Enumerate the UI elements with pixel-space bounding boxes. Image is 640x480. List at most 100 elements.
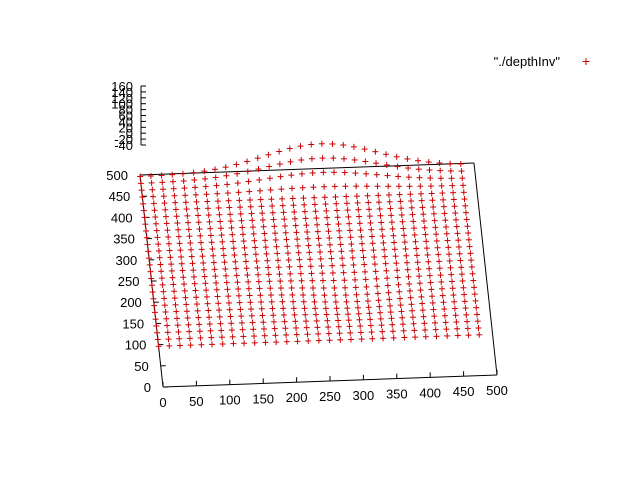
data-point [160, 193, 167, 200]
data-point [388, 212, 395, 219]
legend: "./depthInv" + [494, 53, 590, 69]
data-point [319, 277, 326, 284]
data-point [374, 290, 381, 297]
data-point [208, 239, 215, 246]
data-point [435, 251, 442, 258]
data-point [161, 302, 168, 309]
data-point [172, 206, 179, 213]
data-point [387, 302, 394, 309]
data-point [240, 231, 246, 238]
data-point [233, 272, 240, 279]
z-tick-label: 160 [111, 79, 133, 94]
data-point [239, 224, 246, 231]
data-point [419, 307, 426, 314]
data-point [237, 204, 244, 211]
data-point [315, 330, 322, 337]
data-point [308, 270, 315, 277]
data-point [300, 292, 307, 299]
data-point [408, 204, 415, 211]
data-point [273, 243, 280, 250]
data-point [428, 190, 435, 197]
data-point [188, 246, 195, 253]
data-point [237, 210, 244, 217]
data-point [311, 201, 318, 208]
data-point [300, 298, 307, 305]
data-point [447, 264, 454, 271]
data-point [156, 254, 163, 261]
data-point [415, 157, 422, 164]
data-point [420, 217, 427, 224]
data-point [191, 280, 198, 287]
data-point [454, 332, 461, 339]
data-point [394, 163, 401, 170]
data-point [182, 192, 189, 199]
data-point [277, 285, 284, 292]
data-point [472, 297, 479, 304]
data-point [244, 272, 251, 279]
y-tick-label: 200 [120, 295, 142, 310]
data-point [465, 230, 472, 237]
data-point [162, 308, 169, 315]
data-point [342, 284, 349, 291]
data-point [365, 304, 372, 311]
data-point [468, 257, 475, 264]
data-point [213, 182, 220, 189]
data-point [299, 184, 306, 191]
data-point [280, 209, 287, 216]
data-point [275, 264, 282, 271]
data-point [290, 202, 297, 209]
data-point [245, 178, 252, 185]
data-point [417, 183, 424, 190]
data-point [201, 168, 208, 175]
data-point [423, 238, 430, 245]
legend-marker: + [582, 53, 590, 69]
data-point [404, 155, 411, 162]
data-point [404, 266, 411, 273]
data-point [283, 331, 290, 338]
data-point [369, 335, 376, 342]
data-point [248, 306, 255, 313]
data-point [449, 285, 456, 292]
data-point [336, 227, 343, 234]
data-point [413, 245, 420, 252]
data-point [283, 338, 290, 345]
data-point [235, 292, 242, 299]
y-tick-label: 450 [109, 189, 131, 204]
data-point [390, 334, 397, 341]
data-point [395, 183, 402, 190]
data-point [279, 195, 286, 202]
data-point [469, 270, 476, 277]
data-point [461, 196, 468, 203]
data-point [459, 175, 466, 182]
data-point [231, 252, 238, 259]
data-point [356, 220, 363, 227]
data-point [474, 311, 481, 318]
data-point [353, 183, 360, 190]
data-point [417, 287, 424, 294]
data-point [448, 271, 455, 278]
data-point [445, 244, 452, 251]
data-point [297, 270, 304, 277]
data-point [368, 233, 375, 240]
data-point [190, 267, 197, 274]
data-point [176, 342, 183, 349]
data-point [219, 340, 226, 347]
y-tick-label: 100 [125, 338, 147, 353]
data-point [425, 258, 432, 265]
data-point [323, 311, 330, 318]
data-point [207, 232, 214, 239]
data-point [328, 255, 335, 262]
data-point [333, 305, 340, 312]
data-point [341, 169, 348, 176]
data-point [296, 256, 303, 263]
data-point [332, 298, 339, 305]
data-point [377, 309, 384, 316]
data-point [440, 299, 447, 306]
data-point [219, 238, 226, 245]
data-point [370, 247, 377, 254]
data-point [343, 200, 350, 207]
data-point [324, 214, 331, 221]
data-point [427, 183, 434, 190]
data-point [183, 308, 190, 315]
data-point [393, 260, 400, 267]
